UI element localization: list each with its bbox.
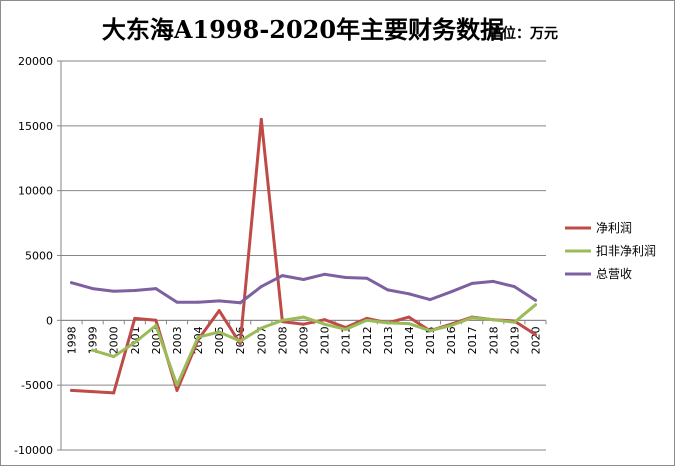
x-tick-label: 2018: [487, 326, 500, 354]
data-point: [154, 318, 158, 322]
data-point: [70, 388, 74, 392]
data-point: [386, 321, 390, 325]
data-point: [280, 318, 284, 322]
legend-label-0: 净利润: [596, 221, 632, 235]
x-tick-label: 2005: [213, 326, 226, 354]
chart-unit-label: 单位：万元: [488, 25, 558, 42]
data-point: [259, 326, 263, 330]
data-point: [280, 274, 284, 278]
data-point: [386, 288, 390, 292]
y-tick-label: 0: [46, 314, 53, 327]
x-tick-label: 2019: [508, 326, 521, 354]
data-point: [428, 329, 432, 333]
series-line-1: [91, 303, 537, 387]
data-point: [91, 390, 95, 394]
y-tick-label: 20000: [18, 55, 53, 68]
data-point: [70, 281, 74, 285]
y-tick-label: -5000: [21, 379, 53, 392]
data-point: [196, 335, 200, 339]
y-tick-label: -10000: [14, 444, 53, 457]
legend-label-2: 总营收: [596, 267, 632, 281]
x-tick-label: 2008: [276, 326, 289, 354]
data-point: [112, 391, 116, 395]
series-lines: [70, 117, 537, 395]
data-point: [238, 339, 242, 343]
data-point: [407, 292, 411, 296]
x-tick-label: 2000: [108, 326, 121, 354]
data-point: [175, 388, 179, 392]
y-tick-label: 10000: [18, 185, 53, 198]
data-point: [533, 303, 537, 307]
data-point: [428, 298, 432, 302]
data-point: [154, 287, 158, 291]
data-point: [533, 333, 537, 337]
x-tick-label: 2010: [319, 326, 332, 354]
x-tick-label: 2012: [361, 326, 374, 354]
data-point: [323, 272, 327, 276]
data-point: [302, 322, 305, 326]
data-point: [217, 299, 221, 303]
x-tick-label: 2013: [382, 326, 395, 354]
data-point: [470, 281, 474, 285]
gridlines: [61, 60, 546, 451]
data-point: [533, 298, 537, 302]
data-point: [238, 301, 242, 305]
data-point: [259, 285, 263, 289]
data-point: [91, 348, 95, 352]
x-axis-ticks: 1998199920002001200220032004200520062007…: [66, 326, 543, 354]
data-point: [112, 355, 116, 359]
data-point: [344, 276, 348, 280]
data-point: [154, 324, 158, 328]
y-tick-label: 5000: [25, 250, 53, 263]
data-point: [512, 285, 516, 289]
data-point: [196, 300, 200, 304]
y-axis-ticks: 20000 15000 10000 5000 0 -5000 -10000: [14, 55, 53, 457]
data-point: [407, 315, 411, 319]
chart-title: 大东海A1998-2020年主要财务数据: [102, 15, 504, 44]
x-tick-label: 2009: [298, 326, 311, 354]
data-point: [133, 289, 137, 293]
data-point: [259, 117, 263, 121]
data-point: [217, 309, 221, 313]
data-point: [512, 320, 516, 324]
y-tick-label: 15000: [18, 120, 53, 133]
x-tick-label: 2016: [445, 326, 458, 354]
data-point: [323, 318, 327, 322]
x-tick-label: 2017: [466, 326, 479, 354]
data-point: [323, 322, 327, 326]
data-point: [365, 318, 369, 322]
x-tick-label: 1999: [87, 326, 100, 354]
data-point: [470, 316, 474, 320]
data-point: [91, 287, 95, 291]
data-point: [302, 277, 305, 281]
legend-label-1: 扣非净利润: [596, 244, 656, 258]
x-tick-label: 2015: [424, 326, 437, 354]
x-tick-label: 2011: [340, 326, 353, 354]
data-point: [175, 300, 179, 304]
data-point: [238, 342, 242, 346]
data-point: [449, 290, 453, 294]
data-point: [175, 383, 179, 387]
data-point: [133, 340, 137, 344]
data-point: [344, 327, 348, 331]
data-point: [449, 324, 453, 328]
data-point: [302, 315, 305, 319]
x-tick-label: 2014: [403, 326, 416, 354]
x-tick-label: 1998: [66, 326, 79, 354]
data-point: [133, 316, 137, 320]
x-tick-label: 2003: [171, 326, 184, 354]
data-point: [491, 279, 495, 283]
x-tick-label: 2007: [255, 326, 268, 354]
data-point: [491, 318, 495, 322]
data-point: [112, 289, 116, 293]
data-point: [407, 322, 411, 326]
data-point: [217, 330, 221, 334]
data-point: [365, 276, 369, 280]
